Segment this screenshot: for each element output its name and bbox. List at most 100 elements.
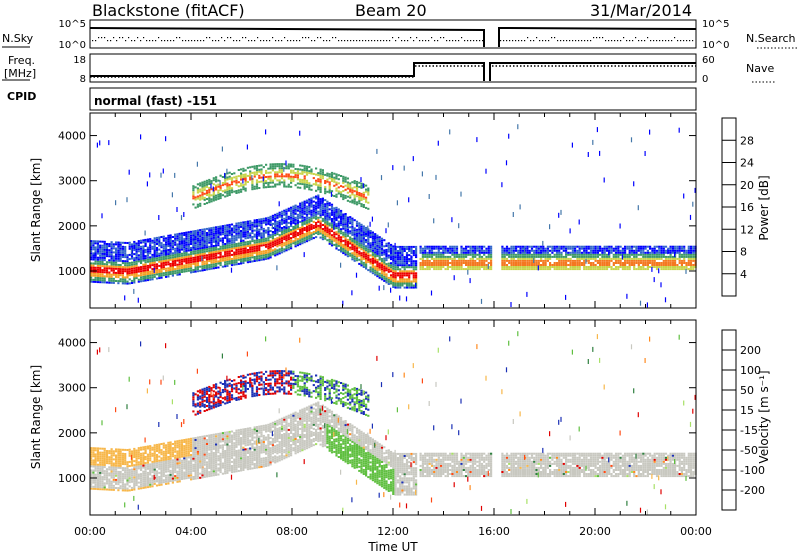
power-cell [162, 168, 164, 174]
power-cell [258, 243, 261, 245]
power-cell [144, 263, 147, 266]
power-cell [101, 256, 104, 259]
power-cell [349, 232, 352, 235]
power-cell [112, 279, 115, 282]
power-cell [290, 245, 293, 248]
power-cell [190, 265, 193, 268]
power-cell [374, 255, 377, 258]
power-cell [233, 229, 236, 232]
power-cell [399, 264, 402, 267]
power-cell [249, 226, 252, 229]
power-cell [337, 232, 340, 235]
power-cell [185, 268, 188, 271]
nsearch-point [413, 40, 415, 42]
power-cell [99, 240, 102, 243]
power-cell [167, 255, 170, 258]
power-cell [296, 234, 299, 237]
power-cell [401, 284, 404, 287]
power-cell [167, 261, 170, 264]
power-cell [258, 170, 261, 173]
power-cell [649, 266, 652, 268]
power-cell [519, 249, 522, 252]
power-cell [637, 247, 640, 250]
power-cell [362, 206, 365, 208]
power-cell [415, 278, 418, 281]
power-cell [146, 266, 149, 269]
power-cell [267, 177, 270, 180]
power-cell [460, 264, 463, 266]
power-cell [399, 248, 402, 250]
power-cell [146, 254, 149, 257]
power-cell [380, 247, 384, 250]
power-cell [385, 269, 388, 272]
power-cell [294, 239, 297, 242]
power-cell [317, 186, 320, 189]
power-cell [399, 274, 402, 277]
power-cell [280, 175, 284, 178]
power-cell [133, 267, 136, 270]
power-cell [242, 167, 245, 170]
power-cell [226, 190, 229, 193]
power-cell [285, 235, 288, 238]
power-cell [319, 178, 322, 181]
velocity-cell [94, 477, 97, 480]
power-cell [235, 259, 238, 262]
nsky-traces [89, 26, 697, 47]
power-cell [303, 220, 306, 223]
power-cell [119, 259, 122, 262]
power-cell [580, 257, 584, 260]
power-cell [240, 184, 243, 187]
power-cell [524, 253, 527, 256]
power-cell [335, 206, 338, 209]
power-cell [340, 238, 343, 241]
power-cell [121, 272, 124, 275]
power-cell [153, 265, 156, 268]
power-cell [251, 223, 254, 226]
power-cell [162, 235, 165, 238]
power-cell [458, 255, 461, 258]
power-cell [221, 265, 224, 268]
power-cell [94, 266, 97, 269]
power-cell [651, 249, 654, 252]
power-cell [583, 259, 586, 262]
power-cell [265, 256, 268, 258]
power-cell [205, 234, 209, 236]
power-cell [512, 247, 515, 250]
power-cell [592, 266, 595, 268]
power-cell [505, 259, 509, 262]
power-cell [637, 253, 640, 256]
power-cell [110, 261, 113, 264]
power-cell [230, 247, 234, 250]
power-cell [319, 184, 322, 187]
power-cell [178, 265, 181, 268]
power-cell [260, 234, 263, 237]
power-cell [242, 243, 245, 246]
power-cell [258, 180, 261, 183]
power-cell [378, 248, 381, 251]
power-cell [283, 244, 286, 247]
power-cell [242, 221, 245, 224]
power-cell [651, 257, 654, 260]
power-cell [133, 240, 136, 243]
power-cell [187, 247, 190, 250]
power-cell [519, 262, 522, 264]
power-cell [685, 251, 688, 254]
power-cell [99, 273, 102, 276]
power-cell [315, 226, 318, 228]
power-cell [221, 146, 223, 152]
nsearch-point [215, 40, 217, 42]
power-cell [428, 251, 431, 254]
velocity-cell [94, 469, 97, 472]
power-cell [342, 223, 345, 226]
power-cell [265, 163, 268, 166]
power-cell [146, 246, 149, 249]
velocity-cell [94, 467, 97, 470]
power-cell [151, 274, 154, 277]
power-cell [362, 243, 365, 246]
power-cell [142, 247, 145, 250]
freq-line [90, 62, 696, 81]
power-cell [478, 245, 481, 248]
power-cell [383, 265, 386, 268]
power-cell [251, 175, 253, 181]
power-cell [242, 169, 245, 172]
